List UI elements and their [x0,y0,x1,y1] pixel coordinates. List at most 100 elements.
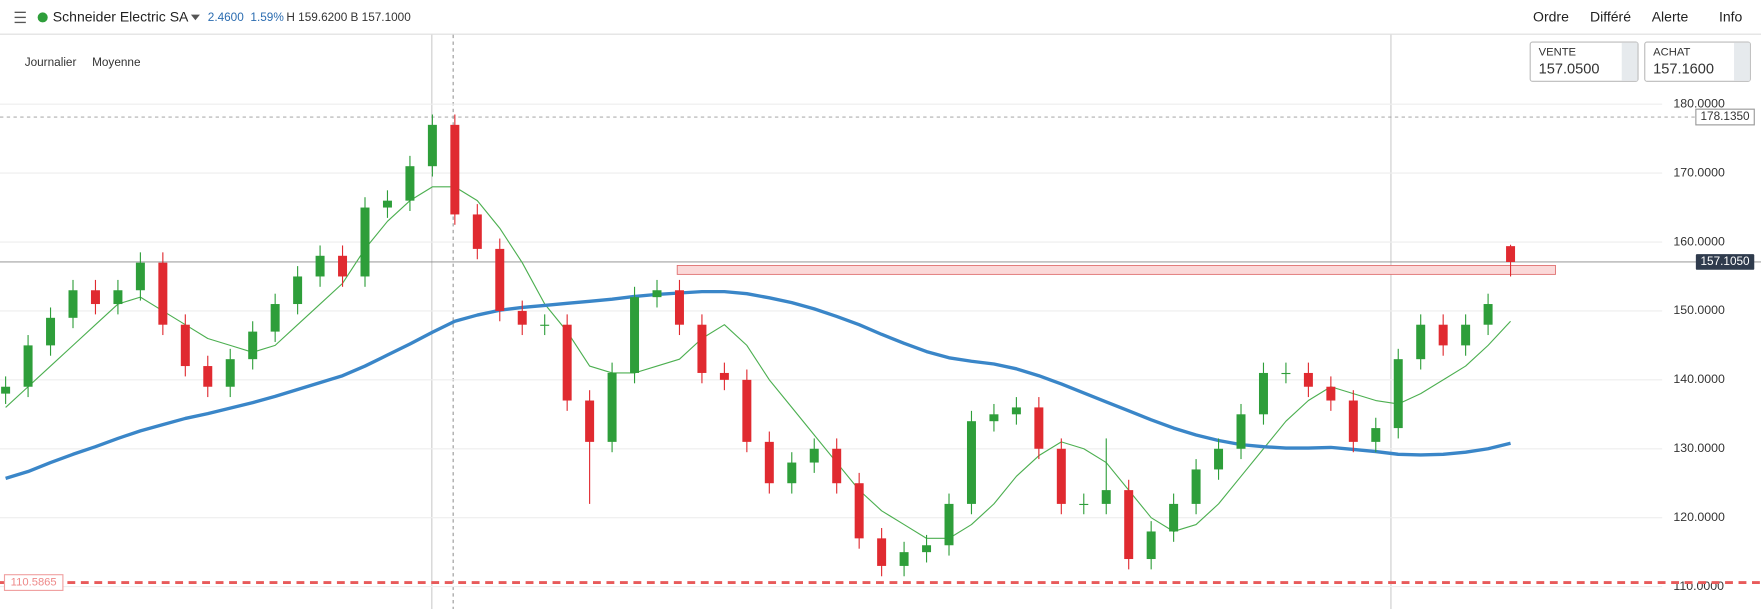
candle-body [764,441,774,484]
moving-average [5,289,1511,481]
dropdown-arrow[interactable] [190,14,200,21]
change: 2.4600 [208,11,244,24]
y-tick-label: 160.0000 [1673,234,1725,248]
price-badge-label: 157.1050 [1701,255,1751,268]
candle-body [787,462,797,484]
candle-body [1124,490,1134,560]
status-dot [37,12,48,23]
quote-label: VENTE [1539,47,1576,59]
candle-body [472,214,482,249]
candle-body [585,400,595,442]
y-tick-label: 120.0000 [1673,510,1725,524]
chart-tab[interactable]: Moyenne [92,56,141,69]
price-zone [676,264,1556,275]
candle-body [427,124,437,167]
candle-body [966,421,976,504]
plot-area: 110.0000 120.0000 130.0000 140.0000 150.0000… [0,34,1761,609]
y-tick-label: 110.0000 [1673,579,1724,593]
quote-box[interactable]: ACHAT 157.1600 [1644,41,1751,82]
price-badge [1695,254,1755,270]
candle-body [1371,428,1381,442]
candle-body [944,503,954,546]
price-badge [3,574,64,591]
candle-body [1056,448,1066,504]
candle-body [1214,448,1224,470]
candle-body [1034,407,1044,449]
price-badge-label: 178.1350 [1701,110,1751,123]
action-button[interactable]: Info [1719,9,1743,25]
candle-body [248,331,258,360]
candle-body [1303,372,1313,387]
candle-body [630,297,640,373]
y-tick-label: 140.0000 [1673,372,1725,386]
candle-body [922,545,932,553]
candle-body [382,200,392,208]
candle-body [1483,304,1493,325]
y-tick-label: 180.0000 [1673,96,1725,110]
candle-body [877,538,887,566]
price-badge-label: 110.5865 [11,577,57,589]
candle-body [68,290,78,318]
candle-body [450,124,460,215]
candle-body [540,324,550,326]
candle-body [180,324,190,367]
y-tick-label: 170.0000 [1673,165,1725,179]
candle-body [46,317,56,346]
candle-body [719,372,729,380]
candle-body [1236,414,1246,449]
candle-body [607,372,617,442]
y-tick-label: 130.0000 [1673,441,1725,455]
candle-body [23,345,33,387]
candle-body [1169,503,1179,532]
candle-body [1461,324,1471,346]
candle-body [1348,400,1358,442]
candle-body [1438,324,1448,346]
candle-body [989,414,999,422]
instrument-name[interactable]: Schneider Electric SA [53,9,189,25]
y-tick-label: 150.0000 [1673,303,1725,317]
quote-box[interactable]: VENTE 157.0500 [1529,41,1639,82]
action-button[interactable]: Ordre [1533,9,1569,25]
candle-body [270,304,280,332]
candle-body [1101,490,1111,504]
candle-body [1506,246,1516,262]
candle-body [1146,531,1156,560]
candle-body [360,207,370,277]
candle-body [517,310,527,325]
candle-body [495,248,505,311]
candle-body [854,483,864,539]
candle-body [1326,386,1336,401]
action-button[interactable]: Différé [1590,9,1631,25]
quote-label: ACHAT [1653,47,1690,59]
candle-body [90,290,100,305]
candle-body [315,255,325,277]
candle-body [652,290,662,298]
candle-body [1393,359,1403,429]
candle-body [742,379,752,442]
candle-body [1416,324,1426,360]
chart-tab[interactable]: Journalier [25,56,77,69]
candle-body [113,290,123,305]
menu-icon[interactable] [14,11,26,24]
candle-body [1191,469,1201,504]
action-button[interactable]: Alerte [1652,9,1689,25]
quote-price: 157.1600 [1653,61,1714,77]
candle-body [809,448,819,463]
candle-body [1079,503,1089,506]
candle-body [1281,372,1291,375]
top-bar [0,0,1761,34]
candle-body [832,448,842,484]
candle-body [562,324,572,401]
change-pct: 1.59% [250,11,284,24]
candle-body [1011,407,1021,415]
high-low: H 159.6200 B 157.1000 [286,11,411,24]
candle-body [405,166,415,201]
candle-body [674,290,684,325]
candle-body [293,276,303,305]
candle-body [203,366,213,387]
candle-body [338,255,348,277]
candle-body [899,552,909,566]
candle-body [1,386,11,394]
candle-body [697,324,707,373]
